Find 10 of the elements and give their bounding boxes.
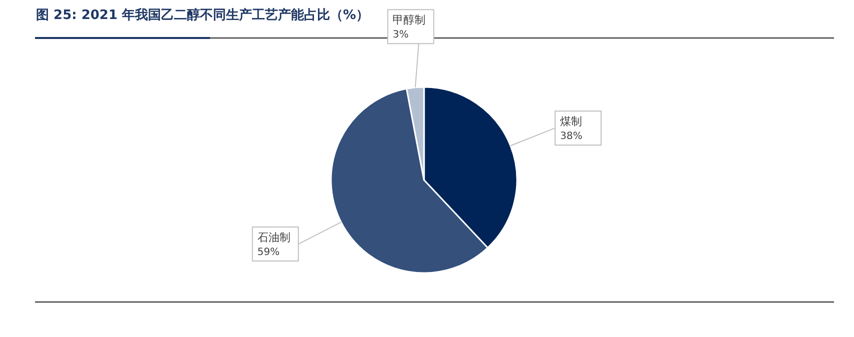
pie-slice — [423, 86, 518, 249]
slice-label: 煤制 — [560, 115, 582, 128]
data-label: 3% — [392, 30, 409, 41]
chart-title: 图 25: 2021 年我国乙二醇不同生产工艺产能占比（%） — [36, 7, 370, 23]
slice-label: 甲醇制 — [392, 14, 426, 27]
slice-label: 石油制 — [257, 231, 290, 244]
pie-slice — [406, 86, 425, 181]
pie-slice — [330, 88, 488, 274]
data-label: 59% — [257, 247, 280, 258]
data-label: 38% — [560, 131, 582, 142]
